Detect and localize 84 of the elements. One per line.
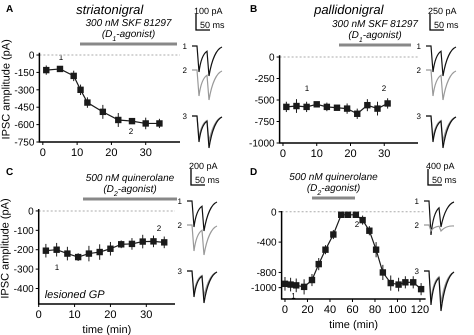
y-tick-label: -1000	[249, 138, 276, 150]
x-axis-title: time (min)	[82, 324, 132, 335]
text: 50 ms	[434, 20, 460, 30]
text: 200 pA	[189, 161, 218, 171]
y-tick-label: -450	[14, 102, 35, 114]
text: (D$_{1}$-agonist)	[102, 29, 156, 42]
chart-title: striatonigral	[76, 2, 144, 17]
y-axis-title: IPSC amplitude (pA)	[0, 198, 12, 299]
text: 50 ms	[195, 175, 220, 185]
y-tick-label: -200	[14, 245, 34, 256]
y-tick-label: 0	[271, 207, 278, 218]
x-tick-label: 20	[104, 309, 117, 321]
text: D	[250, 167, 258, 178]
text: 3	[182, 112, 188, 121]
annotation: 2	[416, 66, 422, 75]
y-tick-label: -1000	[251, 283, 278, 294]
x-tick-label: 10	[70, 147, 84, 159]
text: (D$_{2}$-agonist)	[103, 184, 157, 198]
y-tick-label: 0	[28, 50, 35, 62]
x-tick-label: 30	[140, 309, 152, 321]
y-tick-label: -400	[256, 238, 278, 249]
annotation: lesioned GP	[44, 289, 106, 301]
x-tick-label: 20	[344, 148, 357, 160]
text: 100 pA	[194, 6, 223, 16]
text: 1	[178, 197, 183, 206]
annotation: 2	[354, 220, 360, 229]
text: 300 nM SKF 81297	[86, 18, 172, 29]
annotation: 2	[414, 221, 420, 230]
text: (D$_{2}$-agonist)	[306, 183, 360, 196]
y-tick-label: -600	[14, 120, 35, 132]
y-tick-label: -400	[14, 284, 34, 295]
text: 1	[414, 197, 420, 206]
text: 400 pA	[426, 161, 455, 171]
text: 1	[416, 42, 422, 51]
x-tick-label: 0	[280, 148, 286, 160]
annotation: 1	[304, 84, 310, 93]
annotation: 2	[382, 84, 387, 93]
x-tick-label: 100	[388, 304, 407, 316]
text: C	[6, 167, 14, 178]
text: 2	[178, 221, 183, 230]
x-tick-label: 30	[140, 147, 152, 159]
text: 2	[182, 66, 188, 75]
y-tick-label: -500	[254, 96, 276, 107]
y-tick-label: 0	[28, 206, 34, 218]
y-tick-label: -300	[14, 264, 34, 276]
text: 1	[182, 42, 188, 51]
x-tick-label: 20	[105, 147, 118, 159]
y-tick-label: -800	[256, 268, 278, 279]
y-tick-label: -100	[14, 226, 34, 237]
chart-title: pallidonigral	[313, 2, 385, 17]
y-tick-label: -300	[14, 85, 35, 96]
text: 300 nM SKF 81297	[332, 19, 418, 30]
y-axis-title: IPSC amplitude (pA)	[0, 39, 12, 140]
text: 3	[178, 267, 183, 276]
x-tick-label: 40	[324, 304, 336, 316]
text: 50 ms	[200, 20, 226, 30]
x-tick-label: 10	[68, 309, 81, 321]
y-tick-label: -150	[14, 68, 35, 79]
y-tick-label: -750	[254, 117, 276, 128]
x-tick-label: 80	[368, 304, 382, 316]
text: B	[250, 4, 258, 15]
y-tick-label: 0	[269, 52, 276, 64]
annotation: 3	[414, 267, 420, 276]
x-tick-label: 0	[282, 304, 288, 316]
annotation: 1	[54, 263, 60, 272]
text: 250 pA	[428, 6, 457, 16]
x-tick-label: 60	[346, 304, 359, 316]
annotation: 2	[156, 224, 162, 233]
x-axis-title: time (min)	[329, 319, 378, 331]
y-tick-label: -250	[254, 74, 276, 86]
text: 500 nM quinerolane	[289, 172, 378, 183]
y-tick-label: -750	[14, 138, 35, 148]
annotation: 1	[291, 292, 296, 300]
x-tick-label: 20	[301, 304, 314, 316]
x-tick-label: 10	[310, 148, 323, 160]
text: (D$_{1}$-agonist)	[348, 30, 402, 44]
text: 500 nM quinerolane	[86, 173, 175, 184]
x-tick-label: 0	[40, 147, 46, 159]
text: 50 ms	[432, 175, 458, 185]
x-tick-label: 30	[378, 148, 390, 160]
annotation: 3	[416, 112, 422, 121]
x-tick-label: 120	[410, 304, 430, 316]
text: A	[6, 4, 14, 15]
annotation: 2	[128, 127, 134, 136]
